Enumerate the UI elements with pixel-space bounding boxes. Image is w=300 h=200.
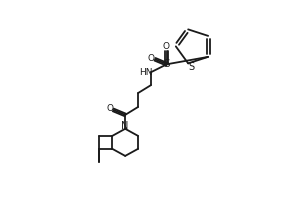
Text: O: O bbox=[147, 54, 154, 63]
Text: O: O bbox=[162, 42, 169, 51]
Text: N: N bbox=[122, 121, 129, 131]
Text: S: S bbox=[189, 62, 195, 72]
Text: HN: HN bbox=[139, 68, 153, 77]
Text: S: S bbox=[164, 59, 170, 69]
Text: O: O bbox=[106, 104, 113, 113]
